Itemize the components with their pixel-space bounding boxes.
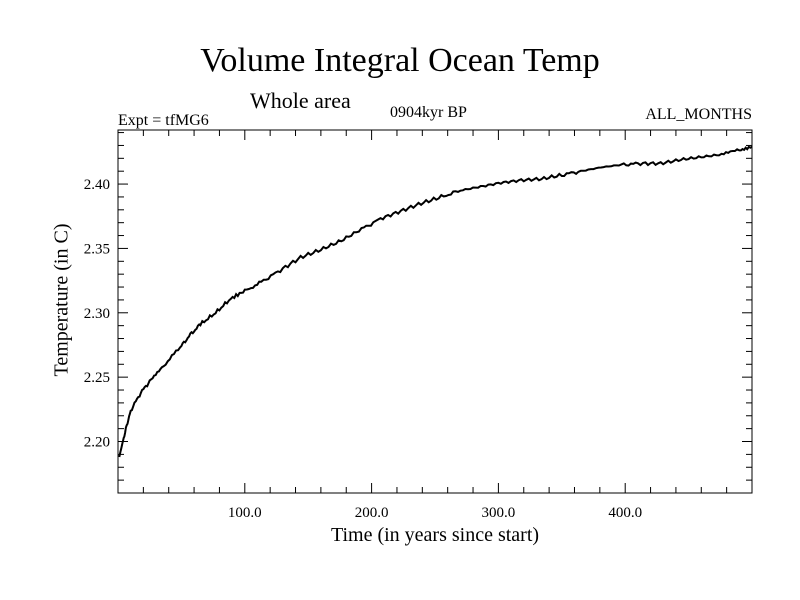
x-tick-label: 100.0 [228,505,262,521]
x-tick-label: 400.0 [608,505,642,521]
series-line [118,145,753,458]
y-tick-label: 2.25 [84,370,110,386]
plot-frame [117,129,753,494]
months-label: ALL_MONTHS [645,106,752,123]
y-tick-label: 2.30 [84,306,110,322]
x-tick-label: 300.0 [482,505,516,521]
x-tick-label: 200.0 [355,505,389,521]
y-tick-label: 2.40 [84,177,110,193]
experiment-label: Expt = tfMG6 [118,112,209,129]
chart-title: Volume Integral Ocean Temp [200,42,600,79]
y-tick-label: 2.35 [84,241,110,257]
y-tick-label: 2.20 [84,435,110,451]
period-label: 0904kyr BP [390,104,467,121]
x-axis-label: Time (in years since start) [330,524,540,546]
chart-subtitle: Whole area [250,88,351,113]
